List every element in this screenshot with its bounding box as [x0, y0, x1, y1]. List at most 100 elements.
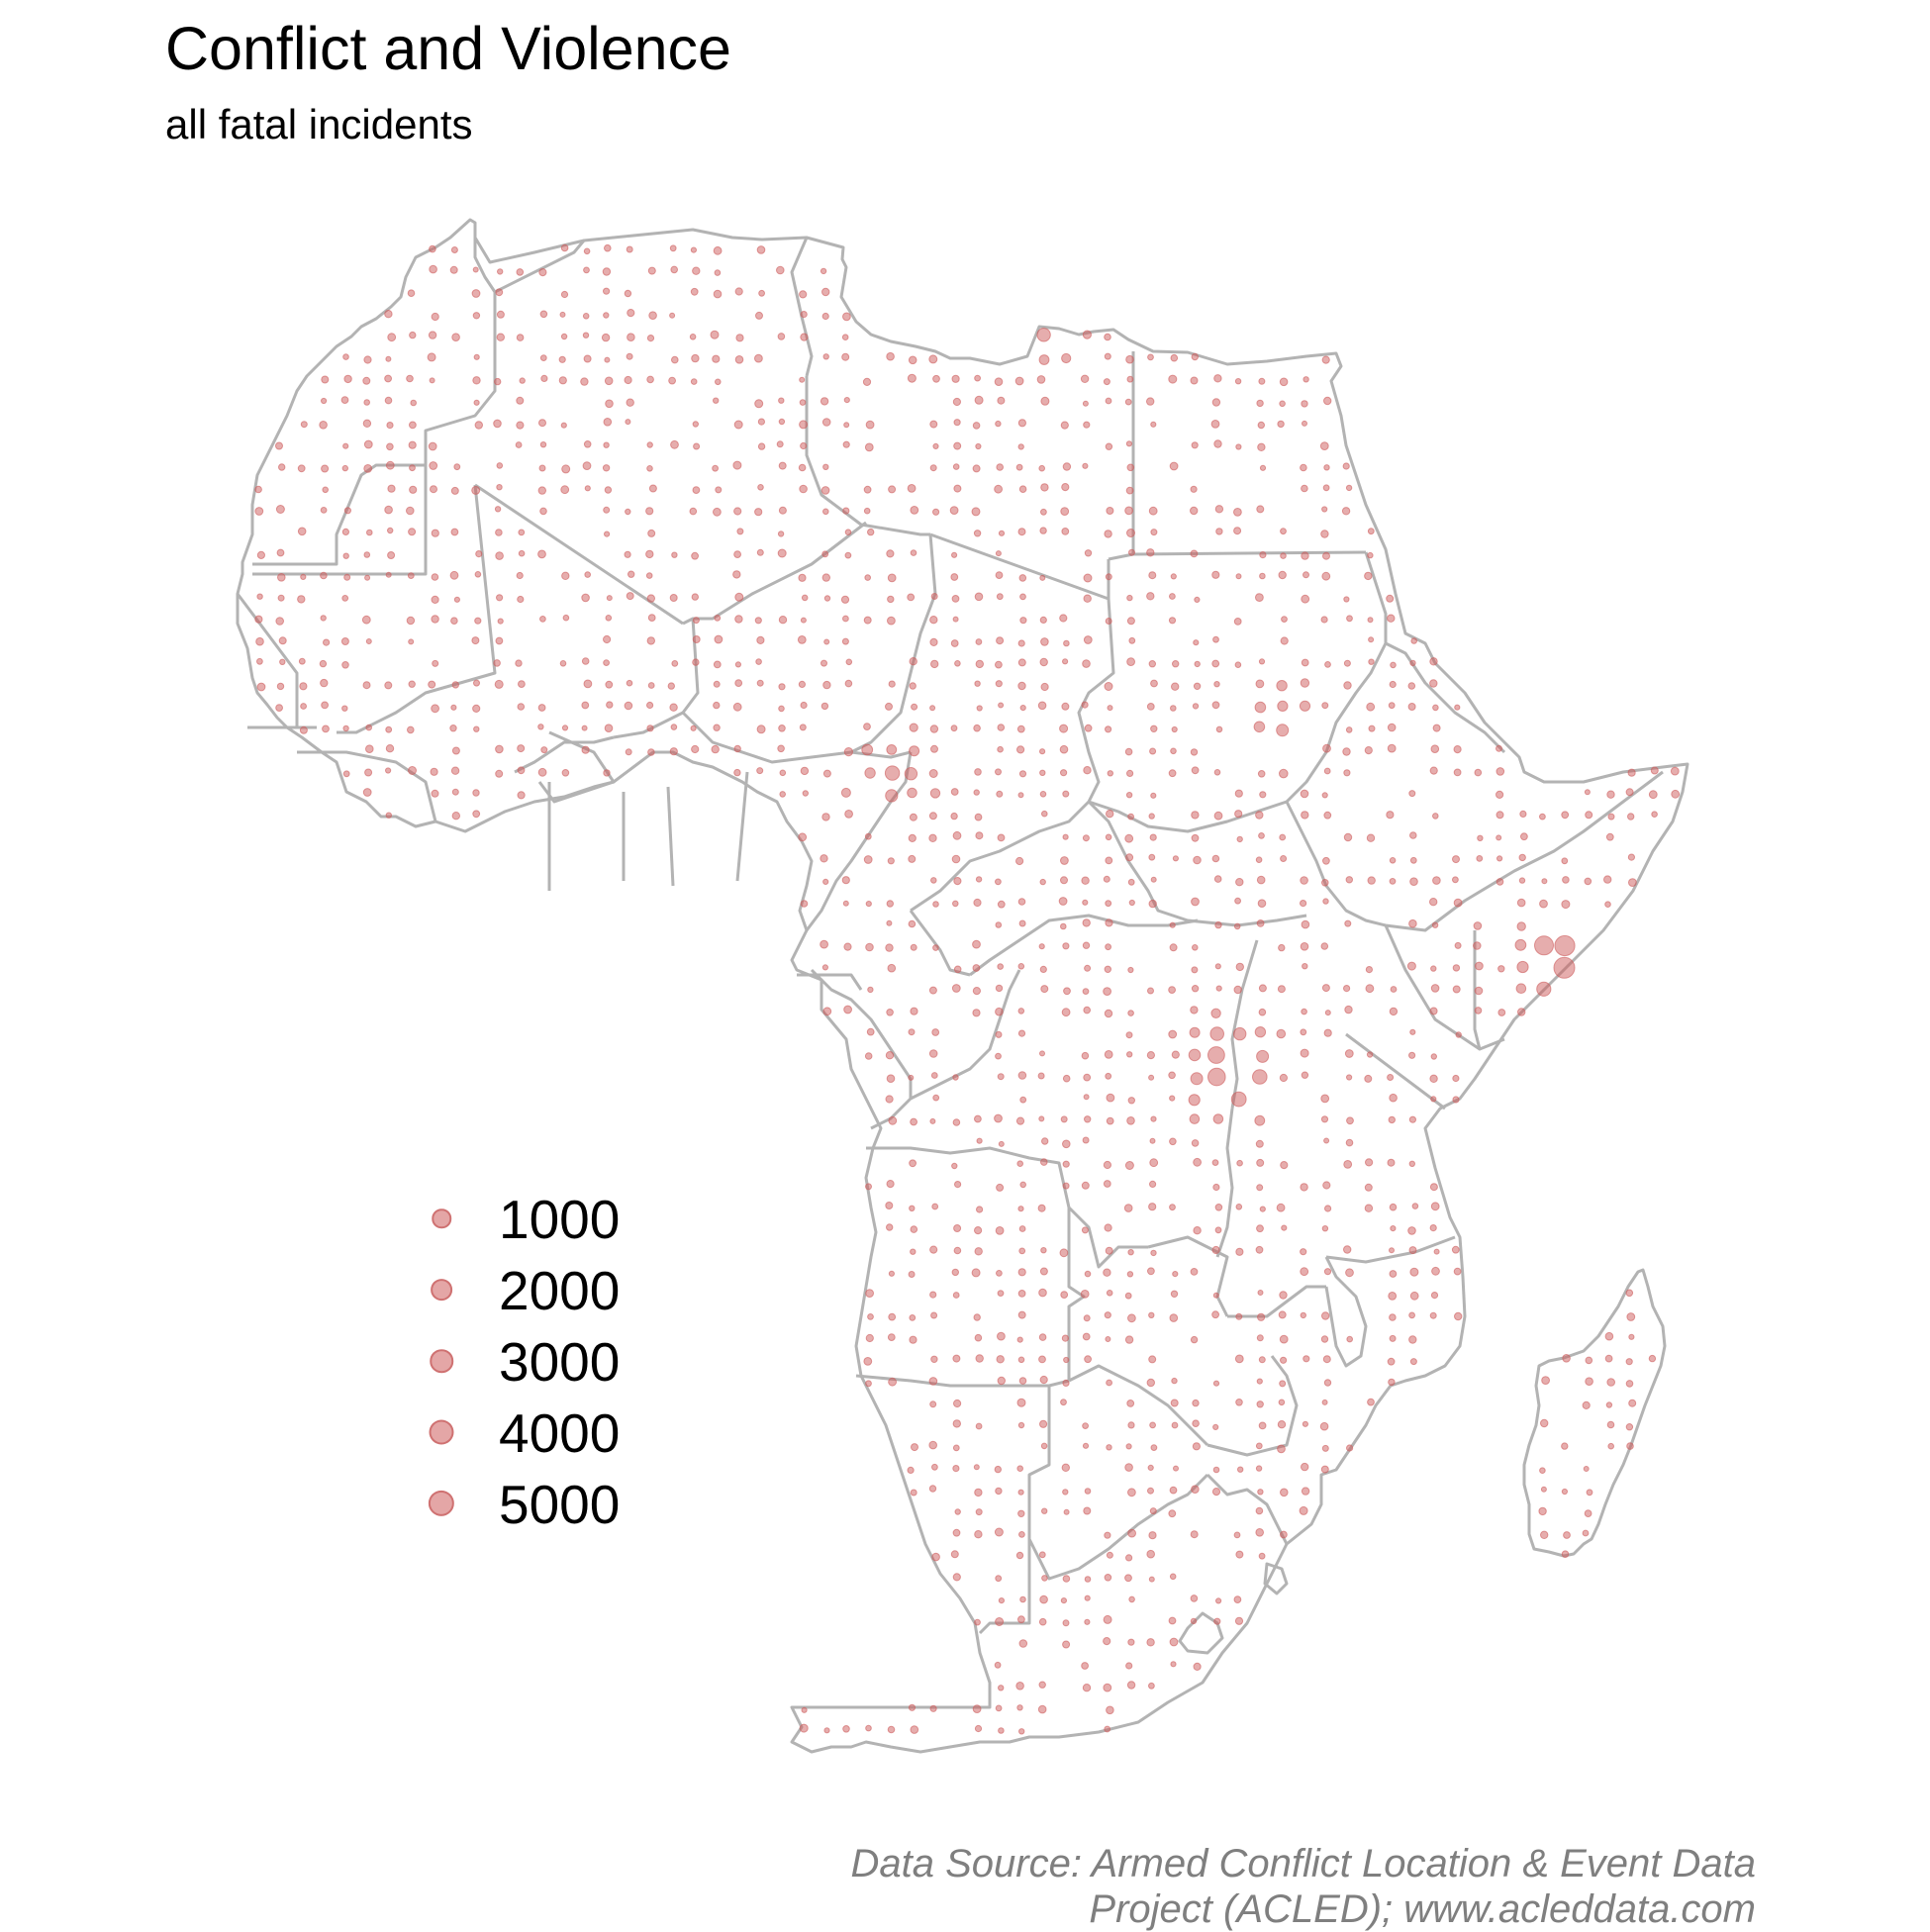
incident-point [951, 1162, 958, 1170]
incident-point [1105, 618, 1112, 625]
incident-point [1256, 505, 1265, 514]
incident-point [1651, 811, 1658, 819]
incident-point [584, 571, 592, 578]
incident-point [1279, 1380, 1287, 1388]
incident-point [691, 551, 699, 560]
border-car-drc [969, 914, 1199, 977]
incident-point [1235, 1399, 1243, 1406]
incident-point [1017, 1310, 1026, 1319]
incident-point [1171, 1050, 1180, 1059]
incident-point [1015, 1682, 1024, 1690]
border-senegal [236, 593, 299, 729]
incident-point [931, 1463, 938, 1471]
incident-point [1040, 637, 1049, 646]
incident-point [1452, 1074, 1460, 1083]
incident-point [1212, 1466, 1220, 1474]
incident-point [1127, 1488, 1136, 1497]
incident-point [1014, 376, 1024, 386]
incident-point [1367, 1398, 1375, 1406]
incident-point [1212, 1183, 1220, 1192]
incident-point [1321, 984, 1330, 993]
incident-point [865, 1183, 872, 1191]
incident-point [427, 352, 436, 362]
incident-point [1147, 1487, 1154, 1495]
incident-point [1039, 574, 1046, 581]
incident-point [995, 660, 1003, 669]
incident-point [1368, 658, 1375, 665]
incident-point [1276, 724, 1290, 737]
incident-point [385, 725, 393, 733]
incident-point [1536, 981, 1552, 997]
incident-point [1279, 377, 1289, 387]
incident-point [1016, 1336, 1023, 1343]
incident-point [822, 508, 829, 516]
incident-point [1039, 965, 1047, 974]
incident-point [1279, 768, 1289, 779]
incident-point [560, 333, 568, 340]
incident-point [646, 335, 655, 342]
incident-point [602, 267, 612, 276]
incident-point [932, 1094, 940, 1102]
incident-point [1040, 1158, 1048, 1166]
incident-point [1300, 900, 1307, 908]
incident-point [951, 854, 961, 864]
incident-point [407, 572, 415, 579]
incident-point [1150, 529, 1158, 536]
incident-point [842, 507, 850, 515]
incident-point [254, 615, 263, 624]
incident-point [887, 595, 895, 604]
incident-point [1324, 1205, 1332, 1212]
incident-point [1322, 551, 1330, 560]
incident-point [1409, 831, 1417, 839]
incident-point [778, 397, 785, 404]
incident-point [518, 680, 526, 688]
incident-point [1257, 899, 1267, 909]
incident-point [930, 659, 939, 669]
incident-point [1168, 1616, 1177, 1625]
incident-point [733, 768, 741, 777]
incident-point [624, 701, 633, 711]
incident-point [451, 333, 460, 342]
incident-point [537, 549, 546, 559]
incident-point [1364, 746, 1373, 755]
incident-point [1388, 1292, 1398, 1301]
incident-point [583, 354, 592, 363]
incident-point [953, 1399, 962, 1408]
incident-point [1235, 443, 1242, 450]
incident-point [1323, 396, 1332, 406]
incident-point [1123, 1204, 1133, 1212]
incident-point [995, 420, 1002, 428]
incident-point [386, 442, 394, 451]
incident-point [1432, 704, 1439, 712]
incident-point [821, 418, 831, 427]
incident-point [1323, 1028, 1332, 1037]
incident-point [1172, 855, 1180, 862]
incident-point [713, 701, 721, 710]
incident-point [952, 900, 959, 908]
incident-point [930, 1355, 938, 1364]
incident-point [995, 1226, 1005, 1235]
incident-point [1017, 639, 1025, 647]
incident-point [910, 1248, 917, 1255]
incident-point [1125, 792, 1133, 799]
incident-point [1321, 702, 1329, 710]
incident-point [1627, 768, 1636, 777]
incident-point [1322, 1355, 1331, 1364]
incident-point [1255, 1528, 1264, 1537]
incident-point [1190, 1268, 1199, 1276]
incident-point [1107, 770, 1114, 777]
incident-point [298, 657, 306, 665]
incident-point [647, 266, 656, 275]
incident-point [1211, 570, 1220, 579]
incident-point [997, 1331, 1006, 1341]
incident-point [1259, 1206, 1266, 1212]
incident-point [1408, 918, 1417, 928]
incident-point [627, 333, 635, 342]
incident-point [799, 399, 807, 406]
incident-point [517, 703, 526, 711]
incident-point [974, 1247, 983, 1256]
incident-point [908, 919, 917, 928]
incident-point [1017, 1268, 1026, 1277]
incident-point [1343, 596, 1350, 603]
incident-point [974, 813, 983, 821]
